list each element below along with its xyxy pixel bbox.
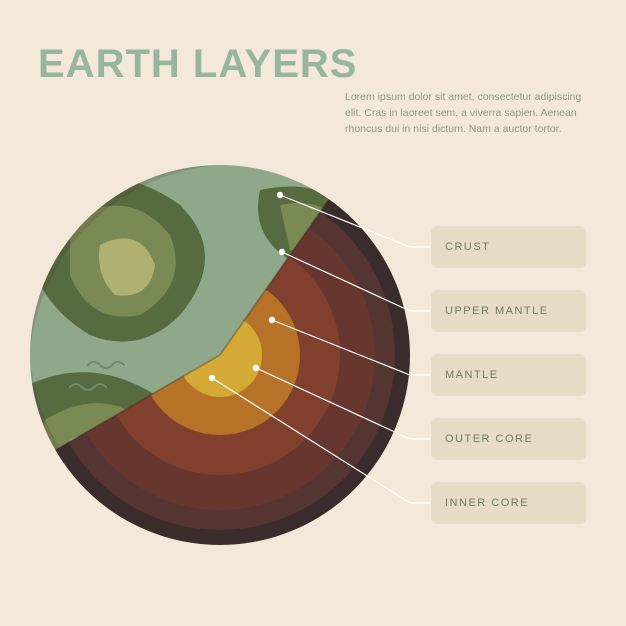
page-title: EARTH LAYERS [38,42,357,87]
label-inner-core: INNER CORE [431,482,586,524]
label-crust: CRUST [431,226,586,268]
label-upper-mantle: UPPER MANTLE [431,290,586,332]
earth-diagram [30,165,410,545]
label-outer-core: OUTER CORE [431,418,586,460]
label-mantle: MANTLE [431,354,586,396]
